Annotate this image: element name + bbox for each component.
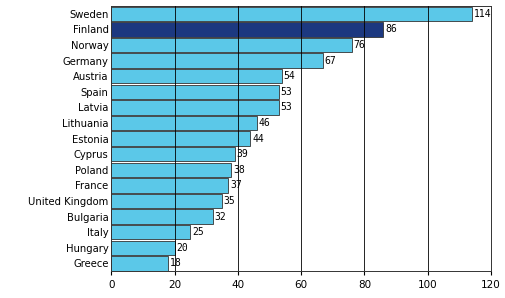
Bar <box>111 116 256 130</box>
Text: 54: 54 <box>283 71 295 81</box>
Text: 86: 86 <box>384 24 396 34</box>
Bar <box>111 225 190 239</box>
Bar <box>111 194 222 208</box>
Text: 25: 25 <box>191 227 204 237</box>
Text: 38: 38 <box>233 165 244 175</box>
Bar <box>111 147 234 161</box>
Bar <box>111 131 250 146</box>
Text: 20: 20 <box>176 243 187 253</box>
Text: 37: 37 <box>229 180 241 190</box>
Text: 76: 76 <box>352 40 364 50</box>
Bar <box>111 178 228 193</box>
Text: 44: 44 <box>251 134 263 144</box>
Text: 46: 46 <box>258 118 270 128</box>
Bar <box>111 69 282 83</box>
Text: 114: 114 <box>473 9 490 19</box>
Bar <box>111 209 212 224</box>
Bar <box>111 85 278 99</box>
Text: 67: 67 <box>324 55 336 66</box>
Bar <box>111 163 231 177</box>
Text: 32: 32 <box>214 212 225 222</box>
Bar <box>111 7 471 21</box>
Bar <box>111 38 351 52</box>
Text: 53: 53 <box>280 103 292 112</box>
Bar <box>111 100 278 114</box>
Bar <box>111 256 168 271</box>
Text: 18: 18 <box>170 258 181 268</box>
Text: 53: 53 <box>280 87 292 97</box>
Text: 35: 35 <box>223 196 235 206</box>
Text: 39: 39 <box>236 149 247 159</box>
Bar <box>111 53 323 68</box>
Bar <box>111 22 383 37</box>
Bar <box>111 240 174 255</box>
